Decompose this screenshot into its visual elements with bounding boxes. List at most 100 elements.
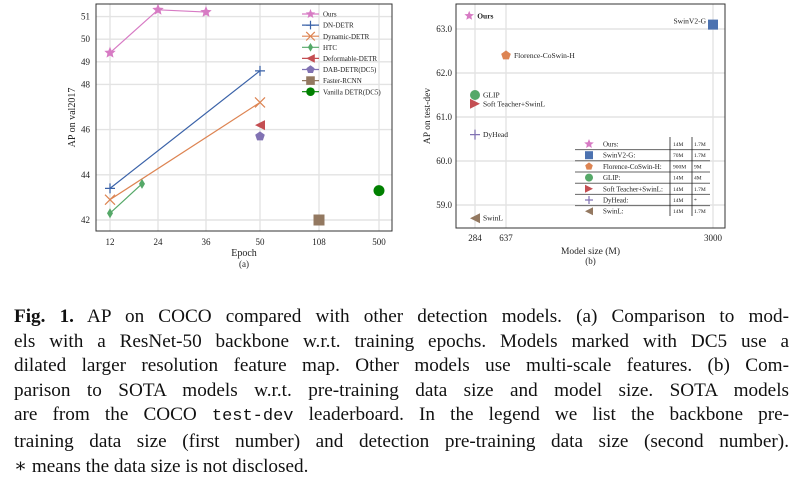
- b-legend-label-soft-teacher-swinl: Soft Teacher+SwinL:: [603, 185, 663, 193]
- figure-label: Fig. 1.: [14, 306, 74, 327]
- b-x-axis-label: Model size (M): [561, 246, 620, 257]
- b-legend-label-florence-coswin-h: Florence-CoSwin-H:: [603, 163, 662, 171]
- a-data-point-htc: [107, 208, 113, 219]
- caption-line-7: ∗ means the data size is not disclosed.: [14, 455, 309, 477]
- a-legend-marker-dab-detr-dc5: [306, 65, 315, 73]
- b-data-point-swinv2-g: [708, 19, 718, 30]
- a-data-point-dynamic-detr: [254, 97, 266, 108]
- a-y-tick-label: 46: [81, 125, 91, 135]
- b-legend-marker-ours: [584, 139, 594, 148]
- b-legend-detection-data: 4M: [694, 176, 702, 182]
- b-legend-marker-glip: [585, 173, 593, 182]
- b-point-label-dyhead: DyHead: [483, 130, 508, 139]
- b-data-point-swinl: [470, 213, 480, 224]
- b-legend-marker-swinl: [585, 207, 593, 216]
- b-legend-label-swinl: SwinL:: [603, 208, 624, 216]
- a-legend-label-faster-rcnn: Faster-RCNN: [323, 77, 362, 85]
- a-data-point-ours: [152, 3, 164, 15]
- caption-line-5: are from the COCO test-dev leaderboard. …: [14, 404, 789, 427]
- b-y-tick-label: 61.0: [436, 112, 452, 122]
- b-data-point-florence-coswin-h: [501, 50, 511, 60]
- a-plot-frame: [95, 3, 393, 232]
- a-legend-marker-vanilla-detr-dc5: [306, 87, 315, 96]
- a-x-tick-label: 108: [312, 237, 326, 247]
- b-legend-label-glip: GLIP:: [603, 174, 621, 182]
- a-data-point-dynamic-detr: [104, 194, 116, 206]
- a-y-tick-label: 49: [81, 57, 91, 67]
- b-legend-detection-data: 1.7M: [694, 153, 706, 159]
- b-legend-label-dyhead: DyHead:: [603, 197, 628, 205]
- a-x-tick-label: 50: [256, 237, 266, 247]
- a-data-point-dn-detr: [105, 183, 115, 194]
- a-y-tick-label: 42: [81, 215, 90, 225]
- a-y-tick-label: 44: [81, 170, 91, 180]
- b-y-tick-label: 62.0: [436, 68, 452, 78]
- b-legend-backbone-data: 14M: [673, 176, 684, 182]
- b-point-label-florence-coswin-h: Florence-CoSwin-H: [514, 51, 575, 60]
- a-x-axis-label: Epoch: [231, 248, 257, 259]
- a-x-tick-label: 12: [106, 237, 115, 247]
- a-x-tick-label: 36: [202, 237, 212, 247]
- a-x-tick-label: 24: [154, 237, 164, 247]
- b-panel-label: (b): [585, 256, 596, 266]
- a-legend-marker-faster-rcnn: [306, 76, 315, 85]
- figure-charts: 42 44 46 48 49 50 51 12 24 36 50 108 500 Epoch(a) AP o…: [67, 3, 726, 269]
- a-series-line-dynamic-detr: [109, 101, 261, 201]
- a-panel-label: (a): [239, 259, 249, 269]
- a-data-point-faster-rcnn: [313, 214, 325, 226]
- a-legend-label-deformable-detr: Deformable-DETR: [323, 55, 377, 63]
- test-dev-code: test-dev: [211, 407, 294, 427]
- b-point-label-ours: Ours: [477, 11, 493, 20]
- a-legend-marker-dynamic-detr: [305, 31, 316, 41]
- b-legend-backbone-data: 14M: [673, 198, 684, 204]
- caption-line-4: parison to SOTA models w.r.t. pre-traini…: [14, 379, 789, 401]
- b-legend-marker-dyhead: [585, 196, 593, 204]
- b-point-label-swinl: SwinL: [483, 214, 503, 223]
- a-data-point-deformable-detr: [255, 120, 265, 131]
- b-data-point-glip: [470, 90, 480, 100]
- b-legend-backbone-data: 14M: [673, 187, 684, 193]
- a-legend-label-ours: Ours: [323, 11, 337, 19]
- b-point-label-glip: GLIP: [483, 91, 500, 100]
- a-data-point-dab-detr-dc5: [255, 131, 265, 141]
- b-legend-detection-data: 9M: [694, 164, 702, 170]
- a-x-tick-label: 500: [372, 237, 386, 247]
- b-legend-backbone-data: 70M: [673, 153, 684, 159]
- figure-caption: Fig. 1. AP on COCO compared with other d…: [14, 305, 789, 479]
- a-data-point-ours: [104, 46, 116, 58]
- b-y-tick-label: 59.0: [436, 200, 452, 210]
- a-data-point-ours: [200, 6, 212, 17]
- caption-line-1: Fig. 1. AP on COCO compared with other d…: [14, 306, 789, 327]
- b-legend-detection-data: 1.7M: [694, 209, 706, 215]
- b-legend-backbone-data: 14M: [673, 209, 684, 215]
- a-series-line-htc: [109, 183, 143, 214]
- b-legend-label-ours: Ours:: [603, 141, 619, 149]
- a-legend-label-vanilla-detr-dc5: Vanilla DETR(DC5): [323, 88, 381, 96]
- b-legend-marker-florence-coswin-h: [585, 162, 593, 170]
- b-data-point-ours: [464, 10, 474, 20]
- b-x-tick-label: 3000: [704, 233, 723, 243]
- b-data-point-dyhead: [470, 129, 480, 140]
- a-y-tick-label: 48: [81, 79, 91, 89]
- b-point-label-soft-teacher-swinl: Soft Teacher+SwinL: [483, 99, 546, 108]
- a-y-tick-label: 51: [81, 12, 90, 22]
- b-x-tick-label: 284: [468, 233, 482, 243]
- a-data-point-htc: [139, 178, 145, 189]
- b-legend-backbone-data: 14M: [673, 142, 684, 148]
- a-legend-label-htc: HTC: [323, 44, 337, 52]
- b-y-tick-label: 60.0: [436, 156, 452, 166]
- b-point-label-swinv2-g: SwinV2-G: [673, 17, 706, 26]
- b-legend-detection-data: 1.7M: [694, 142, 706, 148]
- a-legend-label-dn-detr: DN-DETR: [323, 22, 354, 30]
- a-legend-marker-deformable-detr: [306, 54, 315, 63]
- a-y-axis-label: AP on val2017: [67, 88, 78, 148]
- a-series-line-dn-detr: [109, 70, 261, 189]
- b-data-point-soft-teacher-swinl: [470, 98, 480, 109]
- a-legend-marker-dn-detr: [306, 20, 315, 30]
- b-legend-backbone-data: 900M: [673, 164, 686, 170]
- b-legend-detection-data: *: [694, 198, 697, 204]
- caption-line-6: training data size (first number) and de…: [14, 430, 789, 452]
- a-legend-marker-ours: [305, 9, 316, 18]
- a-legend-marker-htc: [307, 43, 314, 52]
- b-legend-marker-swinv2-g: [585, 151, 593, 160]
